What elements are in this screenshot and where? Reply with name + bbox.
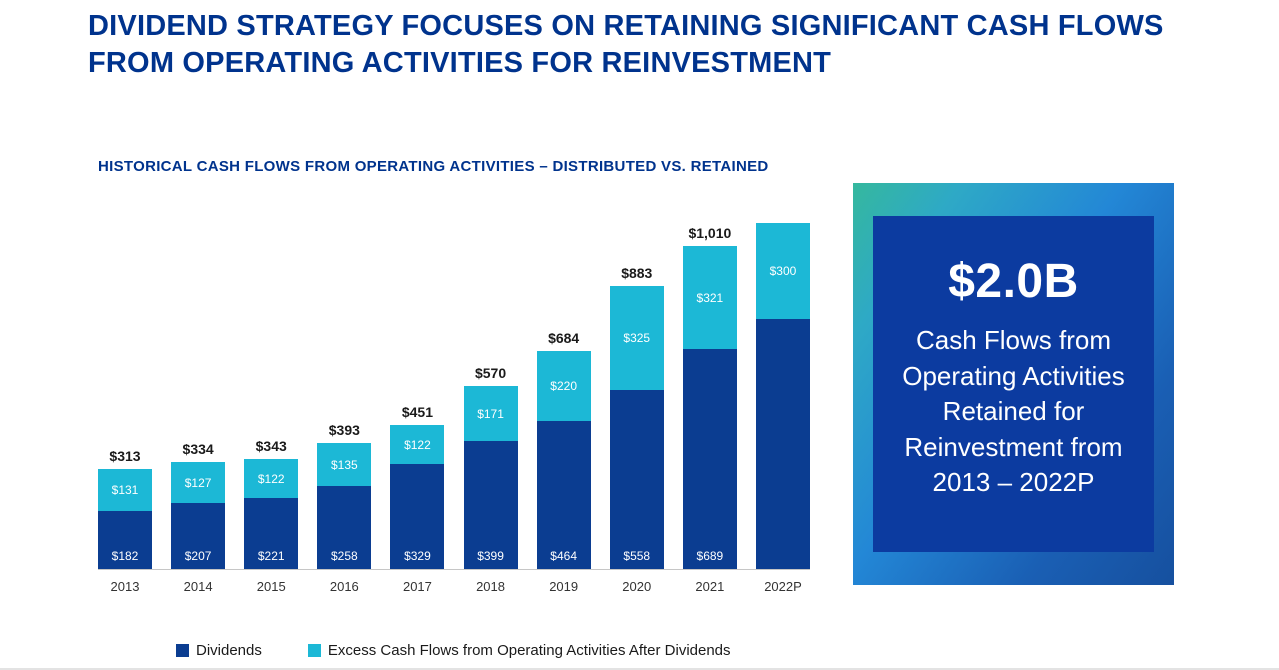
bar-segment-dividends: $258 bbox=[317, 486, 372, 569]
dividends-value-label: $329 bbox=[404, 549, 431, 563]
dividends-value-label: $689 bbox=[696, 549, 724, 563]
excess-value-label: $220 bbox=[550, 379, 577, 393]
legend-swatch-icon bbox=[176, 644, 189, 657]
chart-legend: Dividends Excess Cash Flows from Operatin… bbox=[176, 642, 731, 659]
bar-group: $313 $131 $182 bbox=[98, 448, 152, 569]
dividends-value-label: $258 bbox=[330, 549, 358, 563]
bar-group: $300 bbox=[755, 218, 810, 569]
bar-group: $684 $220 $464 bbox=[536, 330, 591, 569]
bar-segment-excess: $220 bbox=[536, 351, 591, 421]
bar-total-label: $313 bbox=[109, 448, 141, 464]
callout-panel: $2.0B Cash Flows from Operating Activiti… bbox=[853, 183, 1174, 585]
chart-title: HISTORICAL CASH FLOWS FROM OPERATING ACT… bbox=[98, 158, 769, 175]
dividends-value-label: $464 bbox=[550, 549, 577, 563]
excess-value-label: $300 bbox=[769, 264, 797, 278]
dividends-value-label: $399 bbox=[477, 549, 504, 563]
bar-segment-dividends: $399 bbox=[463, 441, 518, 569]
bar-group: $451 $122 $329 bbox=[390, 404, 445, 569]
bar-group: $570 $171 $399 bbox=[463, 365, 518, 569]
x-axis-label: 2013 bbox=[110, 579, 140, 594]
bar-group: $343 $122 $221 bbox=[244, 438, 299, 569]
bar-segment-excess: $131 bbox=[98, 469, 152, 511]
bar-segment-excess: $321 bbox=[682, 246, 737, 349]
callout-headline: $2.0B bbox=[948, 255, 1079, 308]
excess-value-label: $131 bbox=[111, 483, 139, 497]
x-axis-label: 2019 bbox=[549, 579, 579, 594]
legend-swatch-icon bbox=[307, 644, 321, 657]
excess-value-label: $127 bbox=[184, 475, 212, 490]
bar-segment-dividends: $207 bbox=[171, 503, 226, 569]
x-axis-label: 2018 bbox=[476, 579, 505, 594]
x-axis-labels: 2013 2014 2015 2016 2017 2018 2019 2020 2021 2022… bbox=[98, 579, 810, 594]
bar-segment-dividends: $329 bbox=[390, 464, 445, 569]
x-axis-label: 2014 bbox=[183, 579, 213, 594]
callout-body: Cash Flows from Operating Activities Ret… bbox=[902, 325, 1125, 498]
x-axis-label: 2017 bbox=[402, 579, 432, 594]
bar-group: $1,010 $321 $689 bbox=[682, 225, 737, 569]
excess-value-label: $122 bbox=[404, 437, 431, 452]
dividends-value-label: $207 bbox=[184, 549, 212, 563]
bar-group: $393 $135 $258 bbox=[317, 422, 372, 569]
excess-value-label: $325 bbox=[623, 331, 651, 345]
bar-segment-dividends: $221 bbox=[244, 498, 299, 569]
excess-value-label: $135 bbox=[330, 457, 358, 472]
stacked-bar-chart: $313 $131 $182 $334 $127 $207 $343 $122 $221 $393… bbox=[98, 218, 810, 594]
bar-total-label: $393 bbox=[328, 422, 360, 438]
bar-segment-dividends: $558 bbox=[609, 390, 664, 569]
x-axis-label: 2016 bbox=[329, 579, 359, 594]
bar-segment-excess: $135 bbox=[317, 443, 372, 486]
callout-box: $2.0B Cash Flows from Operating Activiti… bbox=[873, 216, 1154, 552]
bar-total-label: $1,010 bbox=[688, 225, 732, 241]
legend-label: Excess Cash Flows from Operating Activit… bbox=[327, 642, 731, 659]
bar-segment-dividends: $182 bbox=[98, 511, 152, 569]
bar-group: $334 $127 $207 bbox=[171, 441, 226, 569]
bar-segment-excess: $325 bbox=[609, 286, 664, 390]
page-title: DIVIDEND STRATEGY FOCUSES ON RETAINING S… bbox=[88, 10, 1164, 80]
bar-total-label: $334 bbox=[182, 441, 214, 457]
x-axis-label: 2015 bbox=[256, 579, 286, 594]
bar-total-label: $451 bbox=[401, 404, 434, 420]
legend-item: Excess Cash Flows from Operating Activit… bbox=[307, 642, 731, 659]
bar-segment-dividends: $689 bbox=[682, 349, 737, 569]
excess-value-label: $122 bbox=[257, 471, 285, 486]
bar-total-label: $343 bbox=[255, 438, 287, 454]
bar-total-label: $570 bbox=[474, 365, 507, 381]
dividends-value-label: $182 bbox=[111, 549, 139, 563]
bar-segment-excess: $127 bbox=[171, 462, 226, 503]
excess-value-label: $171 bbox=[477, 406, 504, 421]
bar-segment-dividends bbox=[755, 319, 810, 569]
x-axis-label: 2020 bbox=[622, 579, 652, 594]
bar-group: $883 $325 $558 bbox=[609, 265, 664, 569]
excess-value-label: $321 bbox=[696, 290, 724, 305]
dividends-value-label: $558 bbox=[623, 549, 651, 563]
chart-plot-area: $313 $131 $182 $334 $127 $207 $343 $122 $221 $393… bbox=[98, 218, 810, 570]
legend-label: Dividends bbox=[196, 642, 262, 659]
bar-total-label: $883 bbox=[621, 265, 653, 281]
x-axis-label: 2022P bbox=[764, 579, 802, 594]
bar-segment-excess: $122 bbox=[244, 459, 299, 498]
bar-segment-excess: $122 bbox=[390, 425, 445, 464]
bar-total-label: $684 bbox=[548, 330, 580, 346]
legend-item: Dividends bbox=[176, 642, 262, 659]
bar-segment-dividends: $464 bbox=[536, 421, 591, 569]
dividends-value-label: $221 bbox=[257, 549, 285, 563]
bar-segment-excess: $171 bbox=[463, 386, 518, 441]
x-axis-label: 2021 bbox=[695, 579, 725, 594]
bar-segment-excess: $300 bbox=[755, 223, 810, 319]
